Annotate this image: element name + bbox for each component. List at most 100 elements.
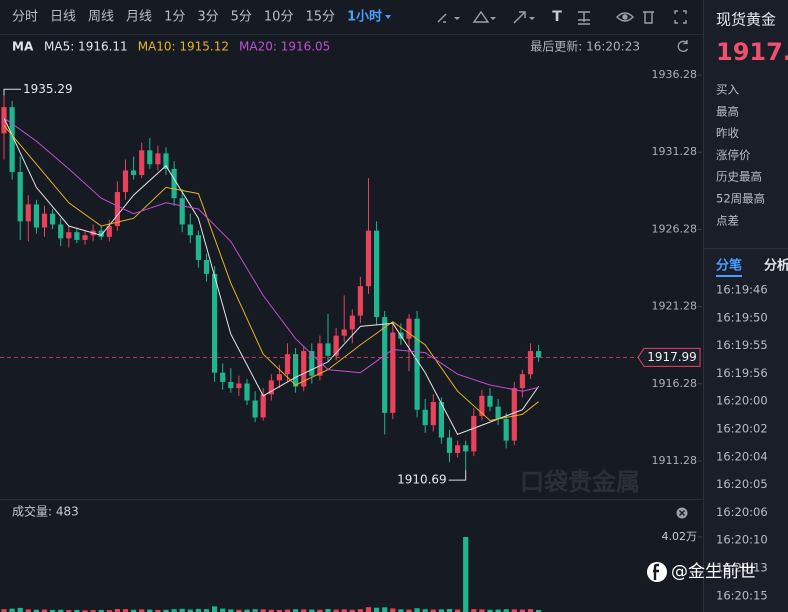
candle-body <box>260 394 266 418</box>
candle-body <box>9 107 15 172</box>
footer-watermark: @金生前世 <box>647 562 756 582</box>
volume-bar <box>220 608 226 612</box>
last-update: 最后更新: 16:20:23 <box>530 39 640 54</box>
trade-time: 16:20:06 <box>716 505 768 519</box>
volume-bar <box>341 609 347 612</box>
max-marker <box>3 88 21 96</box>
candle-body <box>341 329 347 336</box>
volume-bar <box>9 608 15 612</box>
candle-body <box>220 372 226 382</box>
candle-body <box>171 168 177 199</box>
candle-body <box>17 171 23 222</box>
candle-body <box>333 335 339 356</box>
volume-bar <box>422 609 428 612</box>
candle-body <box>438 402 444 438</box>
candle-body <box>33 204 39 228</box>
measure-tool-icon[interactable] <box>578 11 590 25</box>
trade-time: 16:20:10 <box>716 533 768 547</box>
volume-bar <box>455 609 461 612</box>
volume-bar <box>503 609 509 612</box>
candle-body <box>293 354 299 387</box>
volume-bar <box>317 609 323 612</box>
volume-bar <box>212 606 218 612</box>
tab[interactable]: 1小时 <box>347 9 382 25</box>
tab[interactable]: 分时 <box>12 10 38 25</box>
trade-time: 16:19:46 <box>716 283 768 297</box>
volume-bar <box>260 609 266 612</box>
tab[interactable]: 10分 <box>264 10 294 25</box>
candle-body <box>414 318 420 410</box>
candle-body <box>455 445 461 453</box>
tab[interactable]: 3分 <box>197 10 218 25</box>
volume-bar <box>325 609 331 612</box>
shape-tool-icon[interactable] <box>472 10 490 23</box>
candle-body <box>406 318 412 339</box>
candle-body <box>74 232 80 240</box>
volume-bar <box>50 609 56 612</box>
tab[interactable]: 1分 <box>164 10 185 25</box>
tab[interactable]: 月线 <box>126 10 152 25</box>
volume-bar <box>147 609 153 612</box>
volume-bar <box>495 609 501 612</box>
tool-icons <box>437 10 687 25</box>
eye-icon[interactable] <box>616 12 634 22</box>
volume-bar <box>349 609 355 612</box>
volume-bar <box>374 607 380 612</box>
y-tick-label: 1921.28 <box>652 300 698 313</box>
trade-time: 16:20:05 <box>716 477 768 491</box>
volume-bar <box>41 609 48 612</box>
arrow-tool-icon[interactable] <box>513 11 526 24</box>
candle-body <box>25 204 31 222</box>
volume-bar <box>487 609 493 612</box>
text-tool-icon[interactable]: T <box>552 9 562 25</box>
field-label: 点差 <box>716 213 739 227</box>
tab[interactable]: 5分 <box>231 10 252 25</box>
volume-bar <box>58 609 64 612</box>
current-price-label: 1917.99 <box>647 350 697 364</box>
volume-bar <box>25 609 31 612</box>
volume-bar <box>17 607 23 612</box>
volume-bar <box>511 609 517 612</box>
side-tab[interactable]: 分笔 <box>716 258 742 274</box>
field-label: 52周最高 <box>716 192 765 206</box>
fullscreen-icon[interactable] <box>674 10 687 24</box>
side-tab[interactable]: 分析 <box>764 258 788 274</box>
trade-time: 16:19:50 <box>716 310 768 324</box>
volume-bar <box>244 609 250 612</box>
candle-body <box>244 383 250 401</box>
candle-body <box>82 235 88 240</box>
tab[interactable]: 周线 <box>88 10 114 25</box>
volume-bar <box>284 609 291 612</box>
candle-body <box>382 317 388 413</box>
volume-tick-label: 4.02万 <box>662 530 698 543</box>
volume-bar <box>1 609 7 612</box>
volume-bar <box>309 609 315 612</box>
volume-bar <box>33 609 39 612</box>
field-label: 昨收 <box>716 126 739 140</box>
volume-bar <box>236 609 242 612</box>
watermark: 口袋贵金属 <box>520 468 640 496</box>
volume-bar <box>82 610 88 612</box>
volume-bar <box>268 609 274 612</box>
min-marker <box>448 470 467 481</box>
candle-body <box>268 380 274 395</box>
volume-bar <box>171 609 177 612</box>
volume-bar <box>479 609 485 612</box>
volume-bar <box>414 608 420 612</box>
trash-icon[interactable] <box>643 11 654 24</box>
min-label: 1910.69 <box>397 473 447 487</box>
volume-bar <box>438 609 444 612</box>
tab[interactable]: 日线 <box>50 10 76 25</box>
field-label: 涨停价 <box>716 148 751 162</box>
volume-bar <box>276 609 282 612</box>
candle-body <box>463 445 469 452</box>
line-tool-icon[interactable] <box>437 13 447 23</box>
toolbar: 分时 日线 周线 月线 1分 3分 5分 10分 15分 1小时 <box>12 9 392 25</box>
field-label: 买入 <box>716 83 739 97</box>
volume-bar <box>382 607 388 612</box>
tab[interactable]: 15分 <box>305 10 335 25</box>
refresh-icon[interactable] <box>677 40 689 52</box>
volume-bar <box>155 609 161 612</box>
candle-body <box>390 332 396 413</box>
